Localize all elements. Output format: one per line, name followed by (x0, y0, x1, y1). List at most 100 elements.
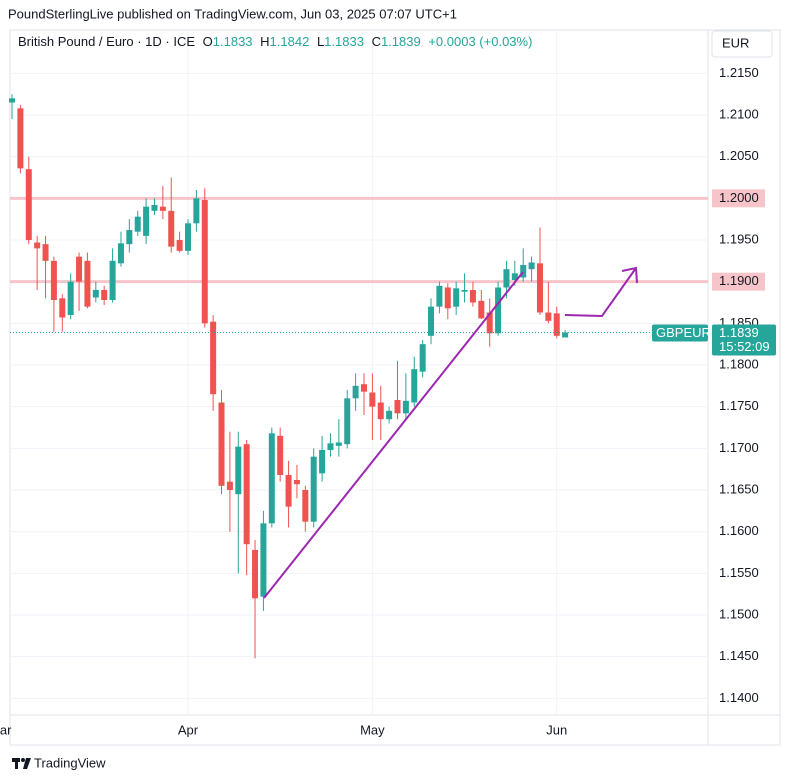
header: PoundSterlingLive published on TradingVi… (8, 6, 457, 21)
candle-body (84, 260, 91, 307)
grid (10, 30, 708, 715)
y-tick-label: 1.1400 (719, 690, 759, 705)
candle-body (252, 550, 259, 599)
candle-body (210, 321, 217, 395)
candle-body (469, 290, 476, 303)
symbol-label: GBPEUR (656, 325, 711, 340)
candle-body (260, 523, 267, 597)
h-label: H (260, 34, 269, 49)
candle-body (486, 312, 493, 334)
arrow-head (621, 266, 638, 284)
candle-body (386, 410, 393, 420)
candle-body (9, 98, 16, 103)
candle-body (25, 169, 32, 240)
candle-body (34, 242, 41, 249)
trend-line (263, 271, 524, 599)
candle-body (520, 265, 527, 278)
o-value: 1.1833 (213, 34, 253, 49)
change: +0.0003 (+0.03%) (428, 34, 532, 49)
hline-label-bg (712, 189, 765, 208)
candle-body (394, 400, 401, 414)
candle-body (536, 263, 543, 313)
candle-body (126, 230, 133, 245)
candle-body (428, 306, 435, 336)
candle-body (218, 402, 225, 486)
hline-label-bg (712, 272, 765, 291)
x-tick-label: Apr (178, 722, 199, 737)
y-tick-label: 1.1950 (719, 231, 759, 246)
candle-body (461, 290, 468, 292)
candle-body (176, 240, 183, 251)
c-label: C (372, 34, 381, 49)
candle-body (528, 262, 535, 270)
candle-body (344, 398, 351, 445)
candle-body (235, 446, 242, 495)
candle-body (310, 456, 317, 522)
candle-body (92, 290, 99, 298)
candle-body (117, 243, 124, 264)
x-tick-label: Jun (546, 722, 567, 737)
candle-body (277, 435, 284, 475)
pane-border (9, 29, 781, 746)
candle-body (201, 200, 208, 324)
y-tick-label: 1.1500 (719, 606, 759, 621)
forecast-arrow (564, 267, 637, 318)
candle-body (50, 260, 57, 300)
candle-body (42, 244, 49, 261)
y-tick-label: 1.1450 (719, 648, 759, 663)
y-tick-label: 1.1800 (719, 356, 759, 371)
symbol-label-bg (652, 324, 708, 342)
c-value: 1.1839 (381, 34, 421, 49)
candle-body (76, 256, 83, 282)
currency[interactable]: EUR (722, 35, 749, 50)
candle-body (134, 216, 141, 232)
candle-body (243, 444, 250, 545)
candle-body (553, 313, 560, 336)
x-tick-label: Mar (0, 722, 12, 737)
y-tick-label: 1.1700 (719, 440, 759, 455)
plot (9, 94, 708, 659)
y-tick-label: 1.2050 (719, 148, 759, 163)
h-value: 1.1842 (270, 34, 310, 49)
legend: British Pound / Euro · 1D · ICE O1.1833 … (18, 34, 532, 49)
x-tick-label: May (360, 722, 385, 737)
candle-body (67, 281, 74, 315)
candle-body (101, 290, 108, 300)
candle-body (143, 206, 150, 236)
candle-body (478, 300, 485, 319)
candle-body (411, 369, 418, 403)
price-label: 1.1839 (719, 325, 759, 340)
candle-body (327, 443, 334, 450)
candle-body (17, 108, 24, 169)
candle-body (193, 198, 200, 224)
l-label: L (317, 34, 324, 49)
y-tick-label: 1.1750 (719, 398, 759, 413)
y-tick-label: 1.1900 (719, 273, 759, 288)
candle-body (453, 288, 460, 307)
candle-body (503, 269, 510, 288)
candle-body (495, 287, 502, 334)
candle-body (302, 490, 309, 522)
candle-body (335, 442, 342, 446)
candle-body (168, 210, 175, 247)
candle-body (436, 285, 443, 307)
currency-box[interactable] (711, 30, 773, 58)
candle-body (159, 206, 166, 211)
candle-body (419, 344, 426, 372)
y-tick-label: 1.2100 (719, 106, 759, 121)
candle-body (184, 223, 191, 251)
candle-body (511, 273, 518, 280)
candle-body (319, 450, 326, 474)
candle-body (444, 287, 451, 309)
candle-body (360, 384, 367, 392)
y-tick-label: 1.2150 (719, 65, 759, 80)
candle-body (402, 400, 409, 414)
countdown: 15:52:09 (719, 339, 770, 354)
candle-body (226, 481, 233, 490)
y-tick-label: 1.1600 (719, 523, 759, 538)
candle-body (109, 260, 116, 300)
candle-body (285, 475, 292, 507)
candle-body (545, 312, 552, 321)
symbol-title: British Pound / Euro · 1D · ICE (18, 34, 195, 49)
